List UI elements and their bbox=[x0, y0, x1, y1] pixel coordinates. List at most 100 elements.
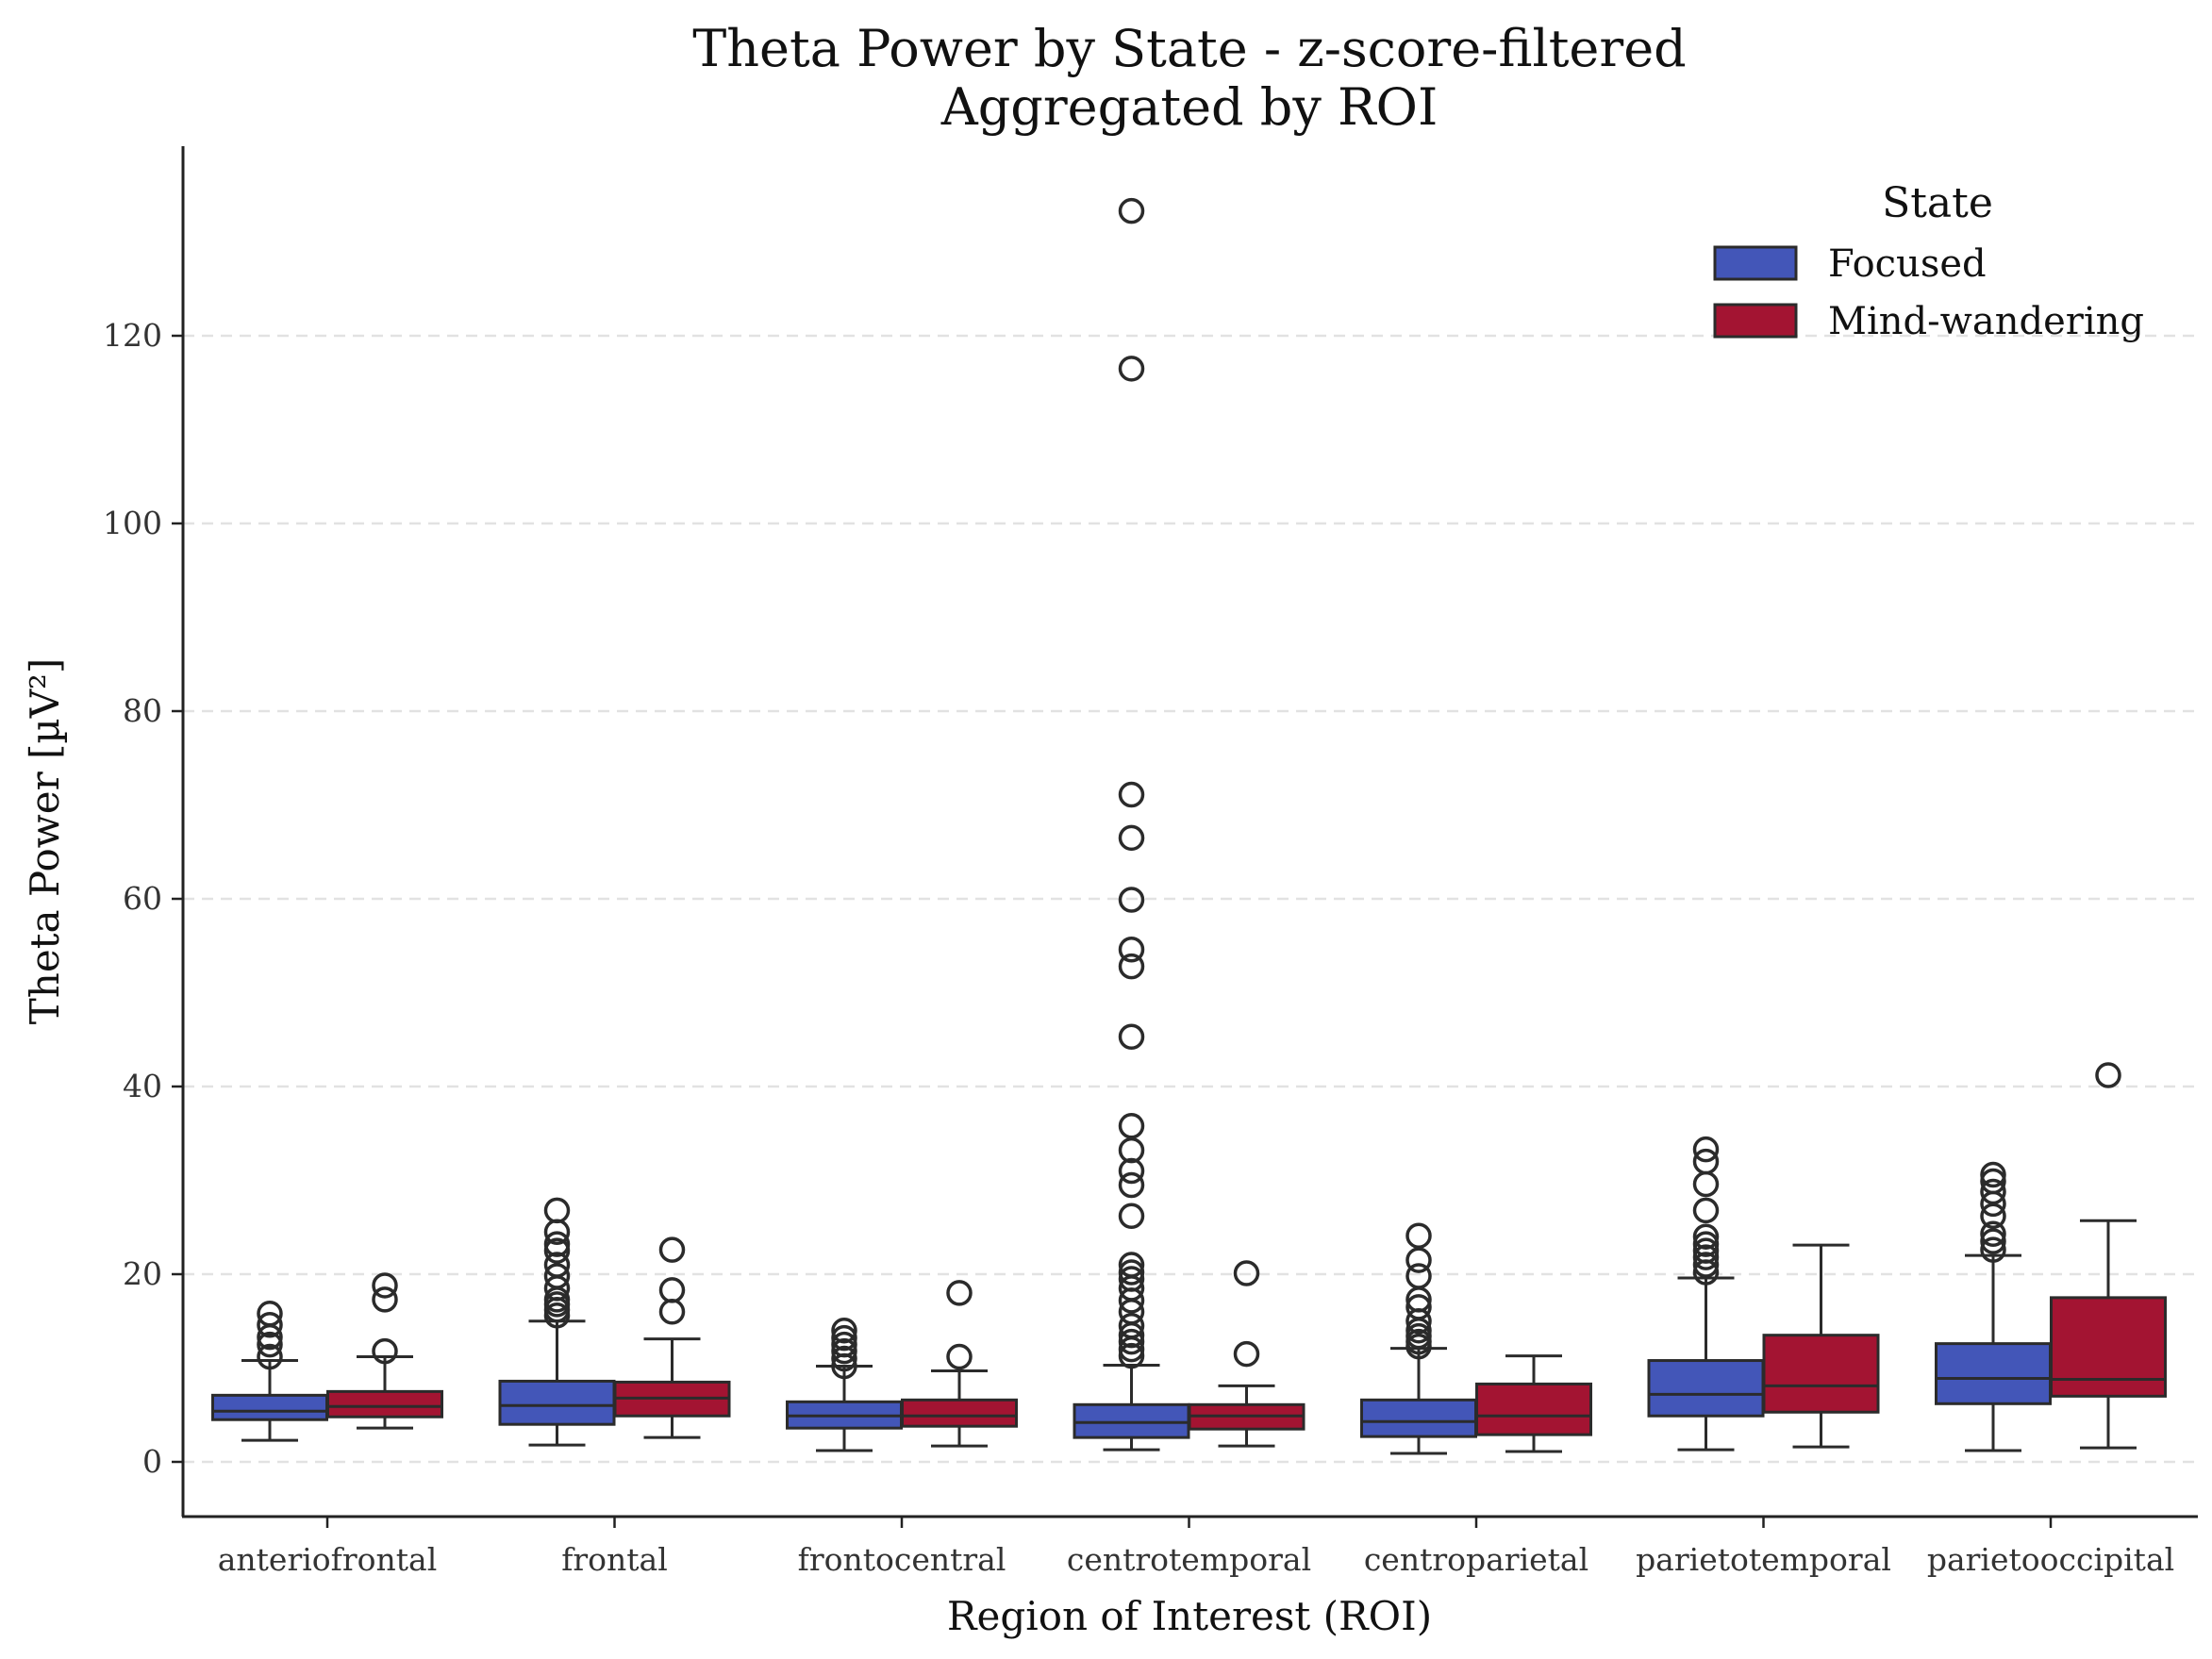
box-iqr bbox=[1762, 1334, 1880, 1414]
outlier-point bbox=[1118, 953, 1145, 980]
y-tick-label: 60 bbox=[123, 880, 162, 917]
legend-title: State bbox=[1882, 179, 1993, 227]
y-tick-label: 0 bbox=[142, 1443, 162, 1480]
x-tick-label: frontal bbox=[561, 1541, 668, 1578]
box-focused-frontal bbox=[498, 1197, 616, 1447]
outlier-point bbox=[1980, 1168, 2006, 1195]
box-iqr bbox=[1360, 1398, 1477, 1438]
chart-title: Theta Power by State - z-score-filtered bbox=[692, 19, 1686, 78]
legend-label-focused: Focused bbox=[1828, 242, 1987, 286]
outlier-point bbox=[257, 1331, 283, 1358]
outlier-point bbox=[543, 1197, 571, 1224]
outlier-point bbox=[658, 1236, 686, 1263]
outlier-point bbox=[1405, 1294, 1432, 1320]
x-tick-label: frontocentral bbox=[798, 1541, 1006, 1578]
outlier-point bbox=[1692, 1148, 1720, 1175]
x-tick-label: parietotemporal bbox=[1636, 1541, 1891, 1578]
outlier-point bbox=[257, 1301, 283, 1327]
outlier-point bbox=[1118, 1266, 1145, 1292]
box-mind-wandering-frontocentral bbox=[901, 1280, 1018, 1448]
box-focused-anteriofrontal bbox=[211, 1301, 328, 1442]
box-iqr bbox=[498, 1379, 616, 1426]
outlier-point bbox=[1405, 1222, 1432, 1249]
box-iqr bbox=[2050, 1296, 2167, 1398]
outlier-point bbox=[1692, 1231, 1720, 1257]
outlier-point bbox=[1980, 1161, 2006, 1188]
box-mind-wandering-centrotemporal bbox=[1188, 1260, 1306, 1448]
outlier-point bbox=[1692, 1252, 1720, 1278]
outlier-point bbox=[1118, 1312, 1145, 1339]
box-focused-parietooccipital bbox=[1935, 1161, 2052, 1452]
gridlines bbox=[183, 334, 2198, 1464]
x-tick-label: centrotemporal bbox=[1067, 1541, 1311, 1578]
outlier-point bbox=[1118, 1259, 1145, 1286]
outlier-point bbox=[543, 1237, 571, 1264]
outlier-point bbox=[1980, 1220, 2006, 1247]
outlier-point bbox=[946, 1280, 973, 1306]
box-focused-parietotemporal bbox=[1647, 1136, 1765, 1452]
y-tick-label: 20 bbox=[123, 1255, 162, 1292]
outlier-point bbox=[1980, 1228, 2006, 1254]
outlier-point bbox=[543, 1231, 571, 1257]
outlier-point bbox=[1980, 1178, 2006, 1205]
legend: State Focused Mind-wandering bbox=[1713, 179, 2144, 343]
outlier-point bbox=[1405, 1263, 1432, 1289]
y-axis-title: Theta Power [µV²] bbox=[22, 658, 68, 1025]
outlier-point bbox=[1118, 197, 1145, 224]
outlier-point bbox=[543, 1252, 571, 1278]
outlier-point bbox=[1692, 1244, 1720, 1270]
x-axis-ticks: anteriofrontal frontal frontocentral centro… bbox=[218, 1517, 2174, 1578]
y-tick-label: 80 bbox=[123, 692, 162, 729]
outlier-point bbox=[1692, 1170, 1720, 1198]
outlier-point bbox=[1692, 1136, 1720, 1163]
legend-swatch-mind-wandering bbox=[1713, 303, 1798, 339]
y-axis-ticks: 0 20 40 60 80 100 120 bbox=[103, 317, 183, 1480]
y-tick-label: 40 bbox=[123, 1068, 162, 1104]
outlier-point bbox=[831, 1331, 857, 1358]
outlier-point bbox=[1980, 1236, 2006, 1263]
chart-subtitle: Aggregated by ROI bbox=[940, 77, 1439, 137]
outlier-point bbox=[1118, 1113, 1145, 1139]
box-focused-centroparietal bbox=[1360, 1222, 1477, 1455]
box-iqr bbox=[901, 1398, 1018, 1428]
box-iqr bbox=[1475, 1382, 1592, 1436]
outlier-point bbox=[1118, 1342, 1145, 1369]
outlier-point bbox=[1692, 1197, 1720, 1224]
box-focused-centrotemporal bbox=[1073, 197, 1190, 1452]
outlier-point bbox=[372, 1286, 398, 1313]
box-mind-wandering-anteriofrontal bbox=[326, 1272, 443, 1430]
box-iqr bbox=[326, 1389, 443, 1418]
outlier-point bbox=[2095, 1062, 2121, 1088]
box-iqr bbox=[211, 1393, 328, 1421]
outlier-point bbox=[1118, 1203, 1145, 1230]
outlier-point bbox=[1118, 936, 1145, 963]
y-tick-label: 120 bbox=[103, 317, 162, 354]
box-mind-wandering-parietotemporal bbox=[1762, 1243, 1880, 1449]
outlier-point bbox=[1118, 1328, 1145, 1355]
outlier-point bbox=[831, 1324, 857, 1352]
x-axis-title: Region of Interest (ROI) bbox=[947, 1593, 1432, 1639]
legend-swatch-focused bbox=[1713, 245, 1798, 281]
outlier-point bbox=[257, 1311, 283, 1338]
x-tick-label: parietooccipital bbox=[1927, 1541, 2174, 1578]
legend-label-mind-wandering: Mind-wandering bbox=[1828, 300, 2144, 343]
y-tick-label: 100 bbox=[103, 505, 162, 541]
x-tick-label: centroparietal bbox=[1364, 1541, 1588, 1578]
outlier-point bbox=[1233, 1340, 1260, 1368]
outlier-point bbox=[946, 1343, 973, 1370]
outlier-point bbox=[1405, 1247, 1432, 1273]
outlier-point bbox=[257, 1343, 283, 1370]
outlier-point bbox=[1118, 1157, 1145, 1185]
outlier-point bbox=[1118, 1023, 1145, 1051]
outlier-point bbox=[372, 1272, 398, 1299]
outlier-point bbox=[1692, 1237, 1720, 1264]
x-tick-label: anteriofrontal bbox=[218, 1541, 438, 1578]
outlier-point bbox=[1118, 356, 1145, 382]
box-iqr bbox=[1935, 1342, 2052, 1405]
outlier-point bbox=[658, 1277, 686, 1303]
box-mind-wandering-frontal bbox=[613, 1236, 731, 1439]
outlier-point bbox=[1692, 1223, 1720, 1250]
outlier-point bbox=[372, 1337, 398, 1365]
outlier-point bbox=[658, 1299, 686, 1325]
